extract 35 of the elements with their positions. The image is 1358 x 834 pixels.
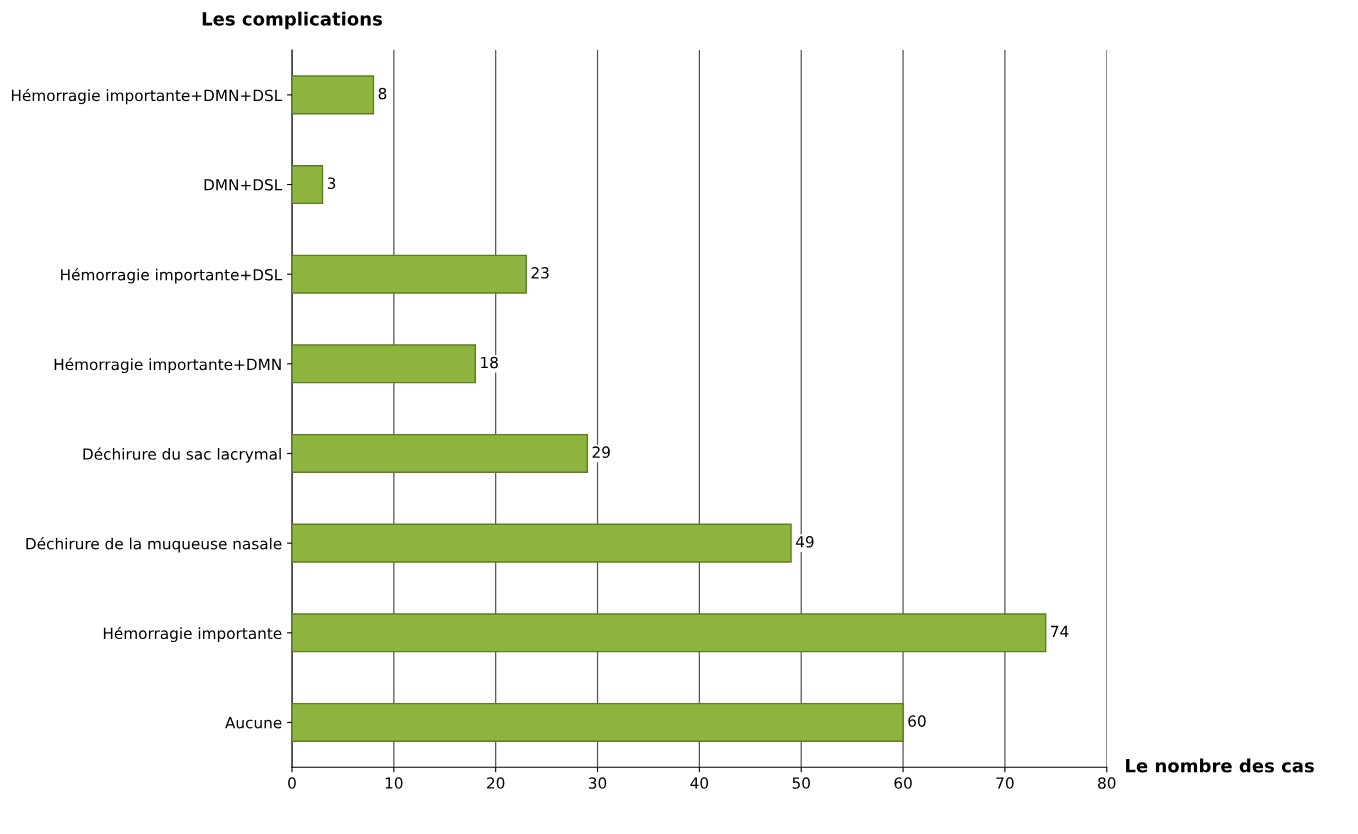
x-tick-label: 30 <box>588 777 607 789</box>
x-tick-label: 10 <box>385 777 403 789</box>
bar <box>291 613 1047 653</box>
y-tick-label: Hémorragie importante+DSL <box>61 268 283 284</box>
data-label: 8 <box>378 87 387 100</box>
y-tick-label: Hémorragie importante+DMN+DSL <box>11 88 283 105</box>
data-label: 49 <box>795 536 814 548</box>
x-axis-title: Le nombre des cas <box>1126 758 1314 773</box>
x-tick-label: 60 <box>894 777 912 789</box>
data-label: 3 <box>327 177 336 189</box>
bar <box>291 433 589 474</box>
x-tick-label: 70 <box>996 777 1014 789</box>
y-tick-label: Hémorragie importante+DMN <box>54 357 281 374</box>
y-tick-label: Aucune <box>225 717 282 729</box>
data-label: 29 <box>592 446 610 458</box>
y-tick-label: Hémorragie importante <box>103 626 282 643</box>
bar <box>291 344 476 384</box>
bar <box>291 75 375 115</box>
data-label: 18 <box>481 356 498 369</box>
y-tick-label: DMN+DSL <box>204 178 283 191</box>
y-axis-title: Les complications <box>202 11 382 30</box>
data-label: 60 <box>908 715 926 727</box>
x-tick-label: 20 <box>487 777 505 789</box>
bar <box>291 164 324 205</box>
bar <box>291 523 792 563</box>
bar <box>291 254 527 294</box>
bar <box>291 702 904 742</box>
data-label: 74 <box>1051 625 1069 638</box>
x-tick-label: 80 <box>1098 777 1116 789</box>
data-label: 23 <box>531 267 549 279</box>
y-tick-label: Déchirure du sac lacrymal <box>83 447 281 463</box>
x-tick-label: 0 <box>288 777 296 789</box>
x-tick-label: 40 <box>690 777 709 789</box>
y-tick-label: Déchirure de la muqueuse nasale <box>26 537 282 553</box>
x-tick-label: 50 <box>792 777 810 789</box>
